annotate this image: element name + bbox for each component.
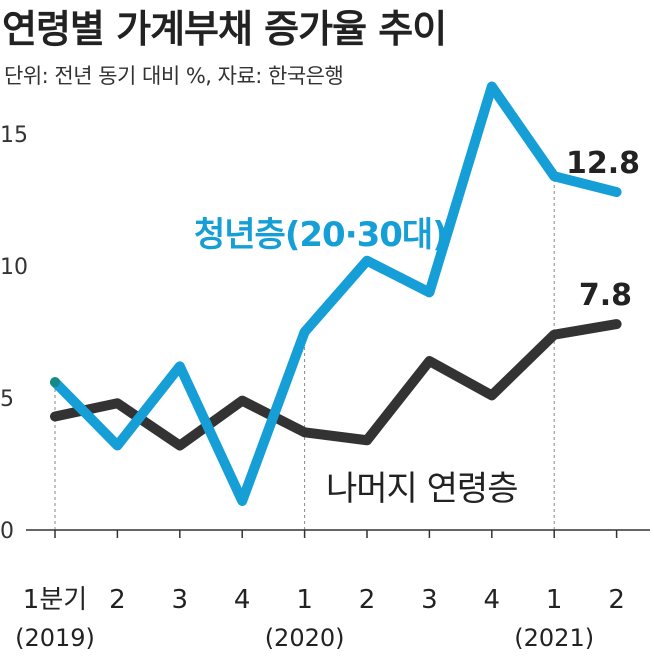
- data-point: [366, 439, 368, 441]
- data-point: [116, 445, 118, 447]
- end-value-label-youth: 12.8: [566, 146, 640, 181]
- chart-title: 연령별 가계부채 증가율 추이: [2, 7, 447, 51]
- x-tick-label: 2: [608, 585, 625, 615]
- data-point: [366, 260, 368, 262]
- y-tick-label: 0: [0, 519, 14, 544]
- series-label-others: 나머지 연령층: [326, 469, 518, 509]
- data-point: [241, 500, 243, 502]
- data-point: [616, 191, 618, 193]
- y-tick-label: 10: [0, 255, 28, 280]
- data-point: [116, 402, 118, 404]
- data-point: [491, 394, 493, 396]
- data-point: [553, 175, 555, 177]
- series-start-marker: [50, 377, 60, 388]
- data-point: [54, 415, 56, 417]
- data-point: [179, 445, 181, 447]
- x-tick-label: 2: [109, 585, 126, 615]
- end-value-label-others: 7.8: [579, 278, 632, 313]
- x-tick-label: 3: [421, 585, 438, 615]
- data-point: [616, 323, 618, 325]
- chart-subtitle: 단위: 전년 동기 대비 %, 자료: 한국은행: [4, 64, 344, 88]
- year-label: (2020): [265, 624, 345, 652]
- data-point: [428, 291, 430, 293]
- year-label: (2021): [514, 624, 594, 652]
- data-point: [304, 431, 306, 433]
- data-point: [428, 360, 430, 362]
- year-label: (2019): [15, 624, 95, 652]
- data-point: [179, 365, 181, 367]
- y-tick-label: 5: [0, 387, 14, 412]
- series-label-youth: 청년층(20·30대): [194, 215, 447, 255]
- y-tick-label: 15: [0, 123, 28, 148]
- x-tick-label: 1분기: [23, 585, 87, 615]
- x-tick-label: 4: [234, 585, 251, 615]
- x-tick-label: 1: [296, 585, 313, 615]
- x-tick-label: 4: [484, 585, 501, 615]
- x-tick-label: 2: [359, 585, 376, 615]
- series-line-youth: [50, 81, 622, 506]
- series-line-others: [50, 319, 622, 451]
- data-point: [553, 334, 555, 336]
- data-point: [304, 331, 306, 333]
- data-point: [241, 400, 243, 402]
- x-tick-label: 1: [546, 585, 563, 615]
- data-point: [491, 85, 493, 87]
- x-tick-label: 3: [172, 585, 189, 615]
